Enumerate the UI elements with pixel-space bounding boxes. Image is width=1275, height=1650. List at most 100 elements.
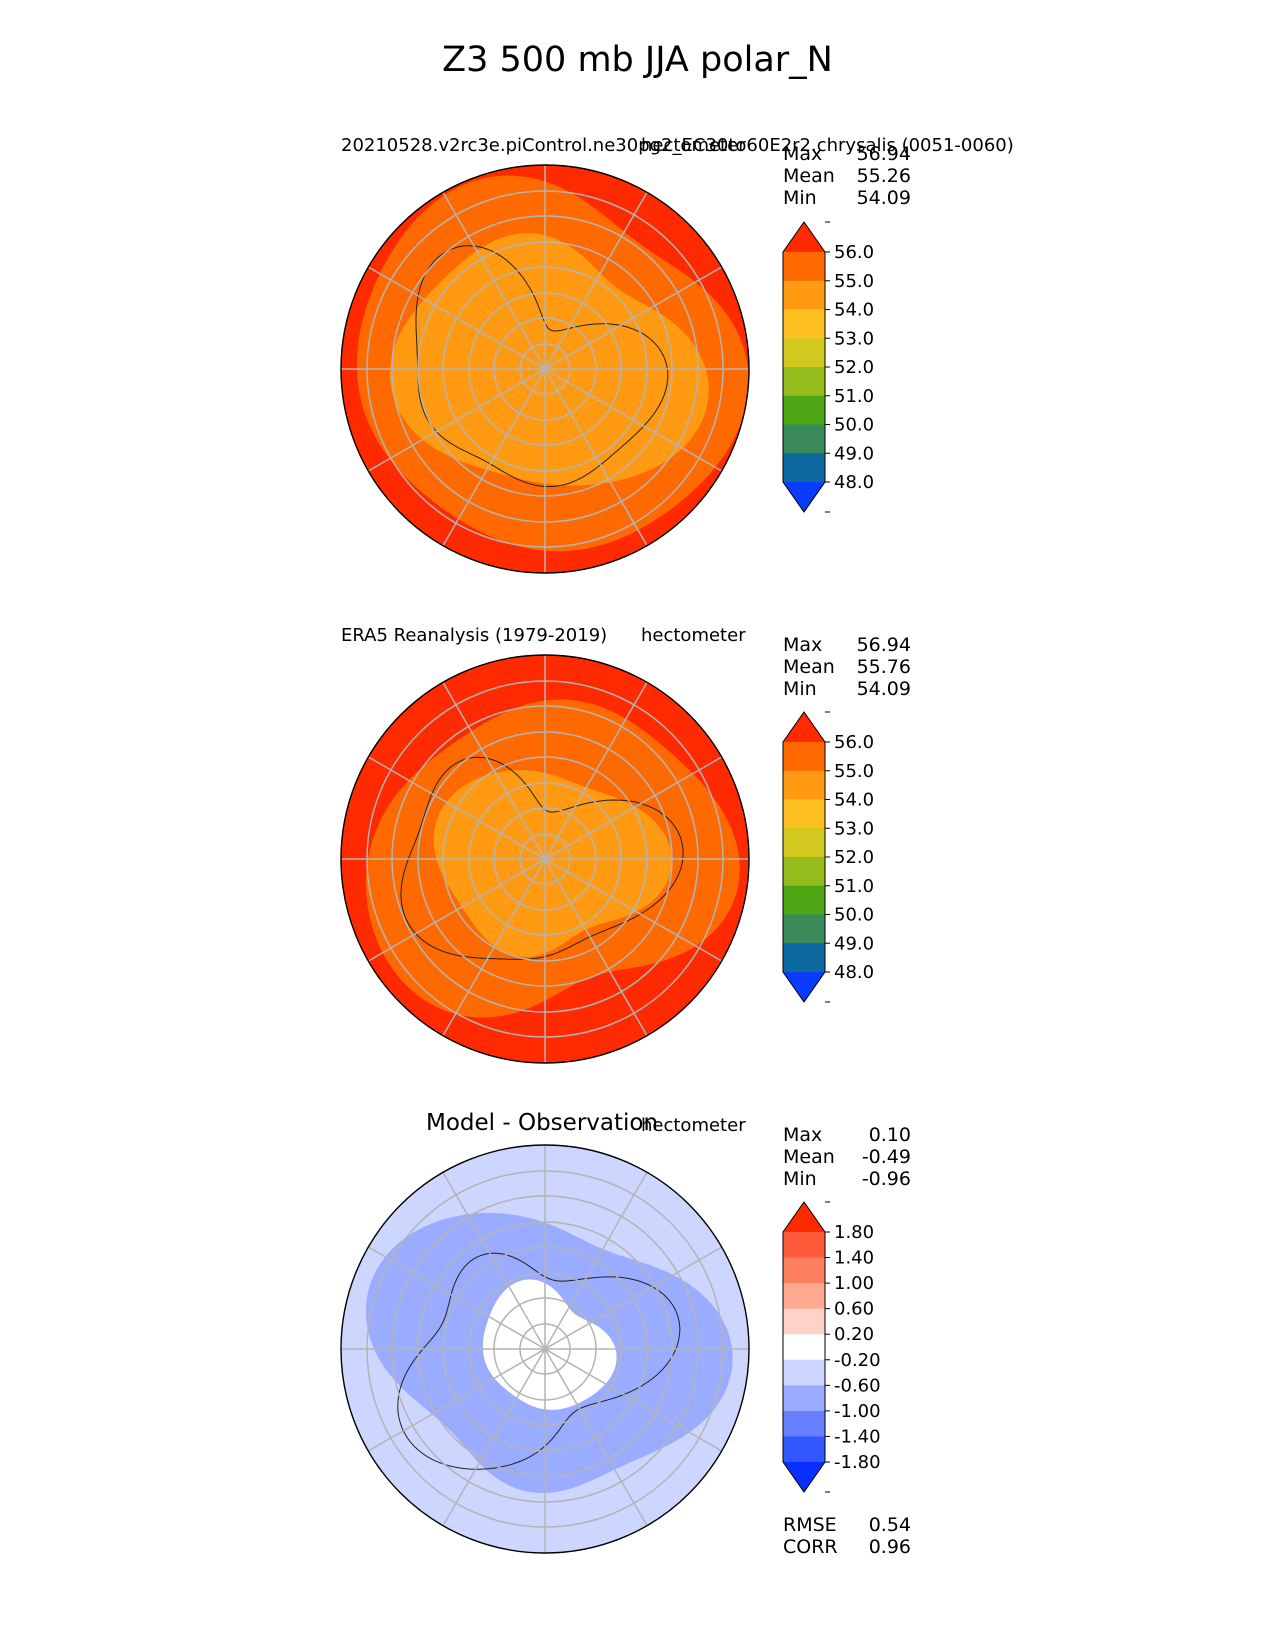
colorbar-2: 56.0 55.0 54.0 53.0 52.0 51.0 50.0 49.0 48.0 — [782, 711, 874, 1003]
field-band-center — [390, 233, 709, 486]
colorbar-segment — [783, 1257, 825, 1284]
stat-label: Min — [783, 678, 817, 700]
colorbar-segment — [783, 799, 825, 829]
colorbar-tick-label: 56.0 — [834, 732, 874, 753]
meridian-line — [442, 681, 648, 1037]
colorbar-segment — [783, 1359, 825, 1386]
colorbar-tick-label: 51.0 — [834, 876, 874, 897]
colorbar-tick-label: 55.0 — [834, 761, 874, 782]
stat-min: 54.09 — [856, 678, 911, 700]
stat-label: Max — [783, 143, 823, 165]
stat-mean: 55.76 — [856, 656, 911, 678]
colorbar-tick-label: 0.60 — [834, 1299, 874, 1320]
metric-corr: 0.96 — [868, 1536, 911, 1558]
stat-label: Min — [783, 187, 817, 209]
stat-min: 54.09 — [856, 187, 911, 209]
colorbar-tick-label: 55.0 — [834, 271, 874, 292]
colorbar-1: 56.0 55.0 54.0 53.0 52.0 51.0 50.0 49.0 48.0 — [782, 221, 874, 513]
colorbar-segment — [783, 1232, 825, 1259]
colorbar-tick-label: 54.0 — [834, 300, 874, 321]
meridian-line — [442, 191, 648, 547]
panel2-units: hectometer — [641, 625, 746, 646]
panel3-title: Model - Observation — [426, 1110, 659, 1136]
colorbar-segment — [783, 770, 825, 800]
panel1-units: hectometer — [641, 135, 746, 156]
panel3-stats: Max 0.10 Mean -0.49 Min -0.96 — [783, 1124, 911, 1190]
colorbar-tick-label: -1.80 — [834, 1452, 881, 1473]
stat-label: Max — [783, 1124, 823, 1146]
stat-max: 0.10 — [868, 1124, 911, 1146]
colorbar-tick-label: -0.20 — [834, 1350, 881, 1371]
colorbar-segment — [783, 885, 825, 915]
colorbar-segment — [783, 367, 825, 397]
colorbar-tick-label: 1.80 — [834, 1222, 874, 1243]
colorbar-tick-label: 48.0 — [834, 472, 874, 493]
stat-max: 56.94 — [856, 634, 911, 656]
colorbar-segment — [783, 742, 825, 772]
panel3-units: hectometer — [641, 1115, 746, 1136]
figure-title: Z3 500 mb JJA polar_N — [442, 40, 833, 80]
colorbar-segment — [783, 828, 825, 858]
colorbar-tick-label: 1.00 — [834, 1273, 874, 1294]
polar-map-2 — [340, 654, 750, 1064]
colorbar-tick-label: 49.0 — [834, 933, 874, 954]
colorbar-tick-label: 50.0 — [834, 415, 874, 436]
colorbar-segment — [783, 280, 825, 310]
colorbar-tick-label: 53.0 — [834, 328, 874, 349]
metric-label: CORR — [783, 1536, 838, 1558]
panel1-left-title: 20210528.v2rc3e.piControl.ne30pg2_EC30to… — [341, 135, 1014, 156]
panel3-metrics: RMSE 0.54 CORR 0.96 — [783, 1514, 911, 1558]
colorbar-extend-top — [783, 712, 825, 742]
colorbar-segment — [783, 395, 825, 425]
colorbar-segment — [783, 1334, 825, 1361]
stat-label: Mean — [783, 165, 835, 187]
colorbar-3: 1.80 1.40 1.00 0.60 0.20 -0.20 -0.60 -1.00 -1.40… — [782, 1201, 881, 1493]
coastline — [397, 1252, 681, 1470]
map-boundary — [340, 164, 750, 574]
metric-rmse: 0.54 — [868, 1514, 911, 1536]
colorbar-tick-label: -1.40 — [834, 1426, 881, 1447]
colorbar-segment — [783, 914, 825, 944]
colorbar-tick-label: 54.0 — [834, 790, 874, 811]
colorbar-extend-top — [783, 222, 825, 252]
colorbar-tick-label: 51.0 — [834, 386, 874, 407]
map-boundary — [340, 1144, 750, 1554]
colorbar-segment — [783, 424, 825, 454]
stat-min: -0.96 — [861, 1168, 911, 1190]
colorbar-segment — [783, 338, 825, 368]
colorbar-tick-label: 0.20 — [834, 1324, 874, 1345]
colorbar-tick-label: 53.0 — [834, 818, 874, 839]
colorbar-tick-label: 56.0 — [834, 242, 874, 263]
colorbar-tick-label: 52.0 — [834, 847, 874, 868]
panel2-stats: Max 56.94 Mean 55.76 Min 54.09 — [783, 634, 911, 700]
colorbar-segment — [783, 1385, 825, 1412]
colorbar-segment — [783, 857, 825, 887]
colorbar-extend-bottom — [783, 972, 825, 1002]
colorbar-tick-label: 48.0 — [834, 962, 874, 983]
coastline — [400, 756, 684, 960]
colorbar-segment — [783, 1283, 825, 1310]
field-band-center — [482, 1279, 617, 1410]
stat-max: 56.94 — [856, 143, 911, 165]
stat-label: Min — [783, 1168, 817, 1190]
polar-map-1 — [340, 164, 750, 574]
colorbar-tick-label: 50.0 — [834, 905, 874, 926]
colorbar-segment — [783, 309, 825, 339]
colorbar-segment — [783, 1410, 825, 1437]
meridian-line — [442, 1171, 648, 1527]
colorbar-tick-label: 52.0 — [834, 357, 874, 378]
colorbar-extend-top — [783, 1202, 825, 1232]
colorbar-extend-bottom — [783, 482, 825, 512]
colorbar-segment — [783, 453, 825, 483]
polar-map-3 — [340, 1144, 750, 1554]
colorbar-segment — [783, 252, 825, 282]
stat-mean: -0.49 — [861, 1146, 911, 1168]
stat-label: Mean — [783, 656, 835, 678]
colorbar-tick-label: -0.60 — [834, 1375, 881, 1396]
colorbar-extend-bottom — [783, 1462, 825, 1492]
colorbar-segment — [783, 1436, 825, 1463]
colorbar-segment — [783, 943, 825, 973]
stat-label: Max — [783, 634, 823, 656]
colorbar-tick-label: 49.0 — [834, 443, 874, 464]
